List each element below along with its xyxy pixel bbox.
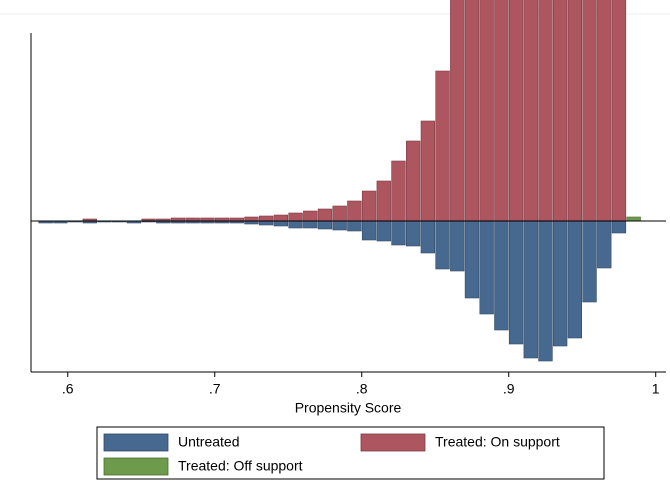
bar	[420, 120, 436, 222]
bar	[479, 0, 494, 222]
bar	[406, 220, 421, 247]
bar	[361, 220, 377, 241]
bar	[317, 220, 333, 230]
bar	[553, 0, 568, 222]
bar	[597, 0, 612, 222]
bar	[406, 140, 421, 222]
bar	[347, 200, 362, 222]
x-tick-label: .8	[356, 381, 368, 397]
bar	[494, 220, 509, 331]
bar	[523, 0, 538, 222]
bar	[538, 0, 553, 222]
legend-label: Treated: Off support	[178, 458, 303, 474]
bar	[450, 0, 465, 222]
bar	[332, 205, 347, 222]
legend-label: Treated: On support	[435, 434, 560, 450]
bar	[435, 220, 450, 270]
bar	[332, 220, 347, 231]
bar	[361, 190, 377, 222]
bar	[567, 0, 583, 222]
legend-box	[96, 426, 605, 480]
bar	[273, 214, 289, 222]
bar	[435, 70, 450, 222]
bar	[420, 220, 436, 254]
bar	[391, 220, 406, 246]
bar	[376, 220, 391, 242]
bar	[317, 208, 333, 222]
bar	[259, 220, 274, 226]
bar	[597, 220, 612, 269]
bar	[611, 220, 627, 234]
bar	[303, 220, 318, 229]
bar	[273, 220, 289, 227]
x-tick-label: .9	[503, 381, 515, 397]
bar	[523, 220, 538, 359]
bar	[479, 220, 494, 315]
bar	[464, 220, 480, 299]
bar	[450, 220, 465, 272]
x-tick-label: .6	[62, 381, 74, 397]
bar	[611, 0, 627, 222]
bar	[288, 212, 303, 222]
legend-swatch	[103, 457, 169, 476]
bar	[391, 160, 406, 222]
legend-swatch	[103, 433, 169, 452]
bar	[508, 0, 524, 222]
bar	[347, 220, 362, 232]
bar	[464, 0, 480, 222]
bar	[582, 0, 597, 222]
bar	[259, 215, 274, 222]
bar	[582, 220, 597, 303]
bar	[553, 220, 568, 347]
bar	[244, 216, 259, 222]
legend-swatch	[360, 433, 426, 452]
bar	[567, 220, 583, 339]
bar	[494, 0, 509, 222]
x-axis-label: Propensity Score	[295, 400, 402, 416]
x-tick-label: 1	[652, 381, 660, 397]
legend-label: Untreated	[178, 434, 239, 450]
bar	[303, 210, 318, 222]
bar	[376, 180, 391, 222]
bar	[288, 220, 303, 229]
bar	[508, 220, 524, 345]
bar	[538, 220, 553, 362]
x-tick-label: .7	[209, 381, 221, 397]
bar	[626, 216, 641, 222]
